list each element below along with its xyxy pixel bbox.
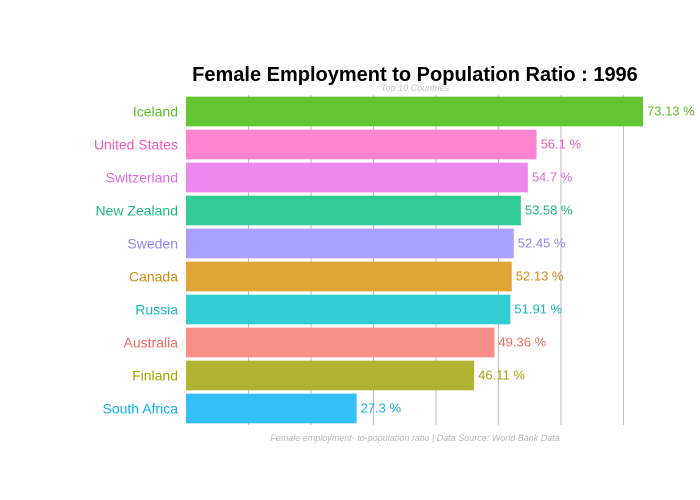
bar (186, 360, 475, 391)
value-label: 52.45 % (518, 236, 566, 251)
category-label: Russia (135, 302, 178, 318)
bar (186, 195, 521, 226)
bars (186, 96, 643, 424)
bar (186, 261, 512, 292)
value-label: 56.1 % (541, 137, 582, 152)
value-label: 46.11 % (478, 368, 525, 383)
bar (186, 393, 357, 424)
bar (186, 162, 528, 193)
chart-subtitle: Top 10 Countries (381, 83, 450, 93)
value-label: 53.58 % (525, 203, 573, 218)
bar (186, 129, 537, 160)
value-label: 27.3 % (361, 401, 402, 416)
bar (186, 228, 514, 259)
category-label: Australia (124, 335, 179, 351)
value-labels: 73.13 % 56.1 % 54.7 % 53.58 % 52.45 % 52.13 %… (361, 104, 696, 416)
category-label: United States (94, 137, 178, 153)
bar (186, 294, 511, 325)
category-label: Iceland (133, 104, 178, 120)
category-label: New Zealand (96, 203, 179, 219)
category-labels: Iceland United States Switzerland New Zeala… (94, 104, 178, 417)
chart-caption: Female employment- to-population ratio |… (270, 433, 559, 443)
value-label: 49.36 % (498, 335, 546, 350)
value-label: 51.91 % (514, 302, 562, 317)
value-label: 52.13 % (516, 269, 564, 284)
category-label: Sweden (127, 236, 178, 252)
value-label: 73.13 % (647, 104, 695, 119)
category-label: Canada (129, 269, 178, 285)
bar (186, 327, 495, 358)
category-label: Finland (132, 368, 178, 384)
category-label: South Africa (103, 401, 179, 417)
value-label: 54.7 % (532, 170, 573, 185)
bar (186, 96, 643, 127)
category-label: Switzerland (106, 170, 178, 186)
chart-title: Female Employment to Population Ratio : … (192, 64, 638, 86)
